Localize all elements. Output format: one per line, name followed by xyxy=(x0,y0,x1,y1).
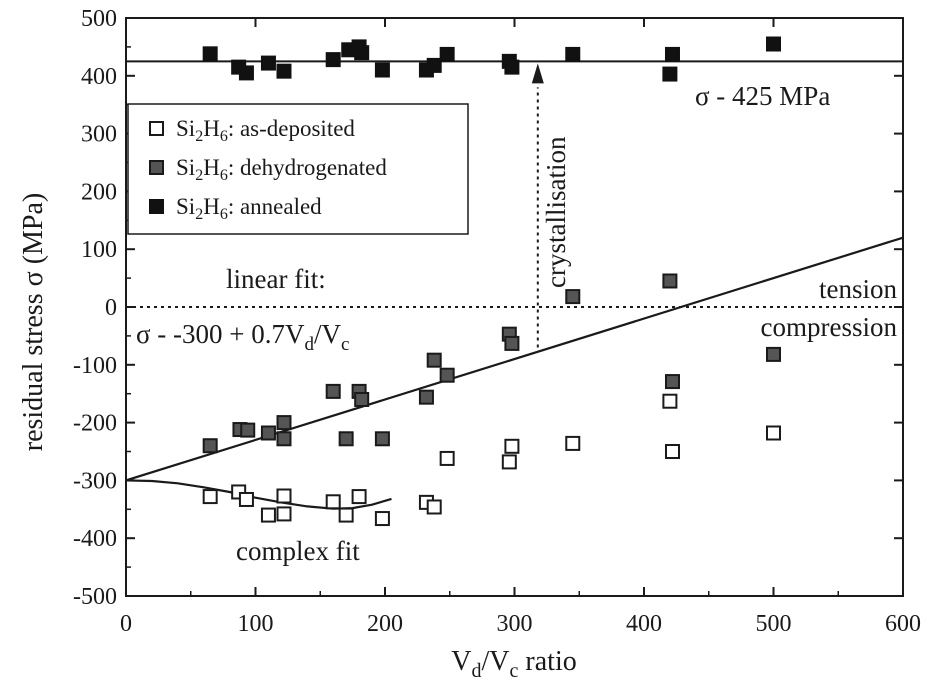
data-point-black-square xyxy=(664,46,680,62)
x-tick-label: 200 xyxy=(367,611,403,637)
data-point-open-square xyxy=(439,450,455,466)
y-tick-label: 0 xyxy=(105,295,117,321)
y-tick-label: -200 xyxy=(73,411,117,437)
y-tick-label: -500 xyxy=(73,584,117,610)
data-point-black-square xyxy=(565,46,581,62)
data-point-gray-square xyxy=(325,383,341,399)
legend-marker-dehydrogenated xyxy=(149,160,164,175)
linear-fit-title: linear fit: xyxy=(226,264,326,294)
x-tick-label: 300 xyxy=(497,611,533,637)
data-point-black-square xyxy=(202,46,218,62)
data-point-black-square xyxy=(374,62,390,78)
data-point-black-square xyxy=(439,46,455,62)
data-point-open-square xyxy=(766,425,781,441)
data-point-black-square xyxy=(426,57,442,73)
y-tick-label: 400 xyxy=(81,64,117,90)
data-point-open-square xyxy=(565,435,581,451)
data-point-gray-square xyxy=(260,425,276,441)
data-point-open-square xyxy=(260,507,276,523)
data-point-open-square xyxy=(276,506,292,522)
y-tick-label: -300 xyxy=(73,468,117,494)
annealed-level-label: σ - 425 MPa xyxy=(695,81,830,111)
x-tick-label: 500 xyxy=(756,611,792,637)
data-point-gray-square xyxy=(240,422,256,438)
data-point-open-square xyxy=(374,511,390,527)
crystallisation-arrow-head xyxy=(531,63,544,84)
data-point-gray-square xyxy=(504,335,520,351)
tension-label: tension xyxy=(819,274,897,304)
legend-label-annealed: Si2H6: annealed xyxy=(176,194,322,223)
data-point-gray-square xyxy=(662,273,678,289)
data-point-open-square xyxy=(338,507,354,523)
legend-marker-as-deposited xyxy=(149,121,164,136)
data-point-black-square xyxy=(238,65,254,81)
y-tick-label: -100 xyxy=(73,353,117,379)
data-point-gray-square xyxy=(338,431,354,447)
data-point-black-square xyxy=(325,52,341,68)
data-point-open-square xyxy=(325,494,341,510)
legend-label-as-deposited: Si2H6: as-deposited xyxy=(176,116,355,145)
data-point-gray-square xyxy=(202,438,218,454)
y-tick-label: 100 xyxy=(81,237,117,263)
y-tick-label: 300 xyxy=(81,122,117,148)
data-point-black-square xyxy=(766,36,781,52)
tick-labels: 0 100 200 300 400 500 600 -500 -400 -300 -200 -100 0… xyxy=(73,6,921,637)
data-point-gray-square xyxy=(565,289,581,305)
compression-label: compression xyxy=(761,312,898,342)
data-point-gray-square xyxy=(276,431,292,447)
crystallisation-label: crystallisation xyxy=(541,136,571,288)
data-point-gray-square xyxy=(418,389,434,405)
data-point-gray-square xyxy=(354,391,370,407)
data-point-gray-square xyxy=(664,374,680,390)
x-tick-label: 400 xyxy=(626,611,662,637)
y-tick-label: -400 xyxy=(73,526,117,552)
legend: Si2H6: as-deposited Si2H6: dehydrogenate… xyxy=(127,103,469,235)
data-point-black-square xyxy=(354,45,370,61)
data-point-open-square xyxy=(351,489,367,505)
legend-marker-annealed xyxy=(149,199,164,214)
data-point-black-square xyxy=(260,55,276,71)
x-axis-title: Vd/Vc ratio xyxy=(451,646,576,682)
data-point-open-square xyxy=(664,444,680,459)
complex-fit-curve xyxy=(125,479,392,510)
data-point-gray-square xyxy=(766,346,781,362)
data-point-black-square xyxy=(504,59,520,75)
data-point-open-square xyxy=(662,393,678,409)
data-point-open-square xyxy=(504,438,520,454)
data-point-open-square xyxy=(238,491,254,507)
data-markers xyxy=(202,36,781,527)
x-tick-label: 0 xyxy=(120,611,132,637)
data-point-open-square xyxy=(276,488,292,504)
data-point-gray-square xyxy=(426,352,442,368)
linear-fit-line xyxy=(125,236,904,482)
data-point-open-square xyxy=(501,454,517,470)
data-point-gray-square xyxy=(439,367,455,383)
x-tick-label: 600 xyxy=(885,611,921,637)
complex-fit-label: complex fit xyxy=(236,536,360,566)
legend-box xyxy=(127,103,469,235)
data-point-gray-square xyxy=(276,415,292,431)
data-point-open-square xyxy=(202,489,218,505)
data-point-gray-square xyxy=(374,431,390,447)
y-axis-title: residual stress σ (MPa) xyxy=(18,193,49,452)
data-point-black-square xyxy=(276,63,292,79)
y-tick-label: 200 xyxy=(81,179,117,205)
data-point-open-square xyxy=(426,499,442,515)
x-tick-label: 100 xyxy=(238,611,274,637)
data-point-black-square xyxy=(662,66,678,82)
y-tick-label: 500 xyxy=(81,6,117,32)
legend-label-dehydrogenated: Si2H6: dehydrogenated xyxy=(176,155,387,184)
linear-fit-equation: σ - -300 + 0.7Vd/Vc xyxy=(136,319,349,355)
